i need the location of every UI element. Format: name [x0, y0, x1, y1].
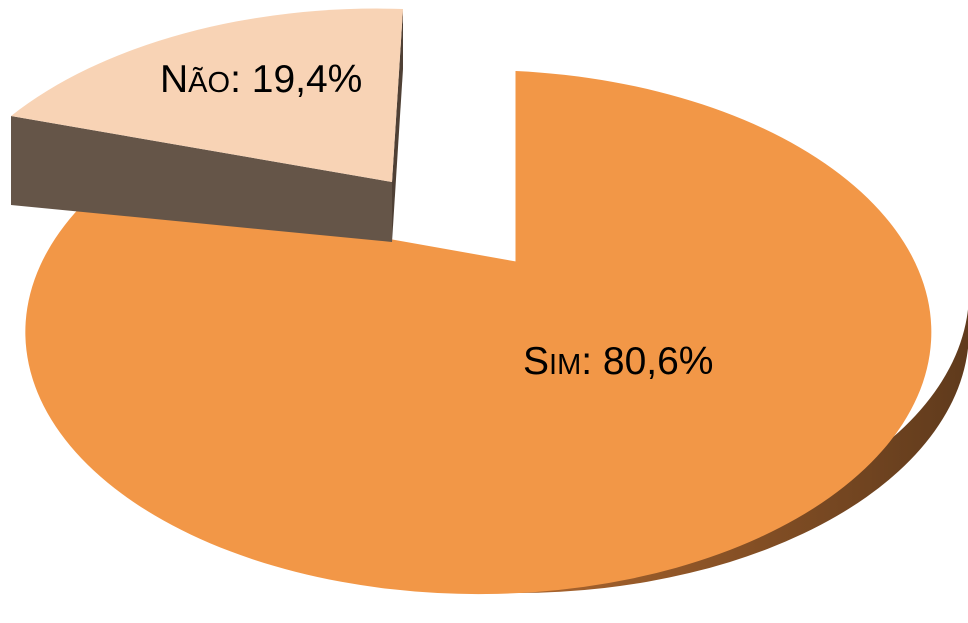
slice-nao-side-right: [392, 9, 403, 242]
slice-sim: SIM: 80,6%: [25, 71, 968, 595]
slice-sim-top: [25, 71, 932, 595]
slice-nao-label-cap: N: [160, 58, 188, 101]
slice-sim-label-value: : 80,6%: [581, 340, 713, 383]
slice-sim-label: SIM: 80,6%: [523, 340, 714, 383]
slice-sim-label-small: IM: [549, 349, 581, 381]
slice-nao-label: NÃO: 19,4%: [160, 58, 362, 101]
slice-sim-label-cap: S: [523, 340, 549, 383]
slice-nao-label-small: ÃO: [188, 65, 230, 99]
slice-nao: NÃO: 19,4%: [11, 8, 403, 242]
slice-nao-label-value: : 19,4%: [230, 58, 362, 101]
slice-nao-side: [11, 116, 392, 242]
slice-nao-top: [11, 8, 403, 183]
